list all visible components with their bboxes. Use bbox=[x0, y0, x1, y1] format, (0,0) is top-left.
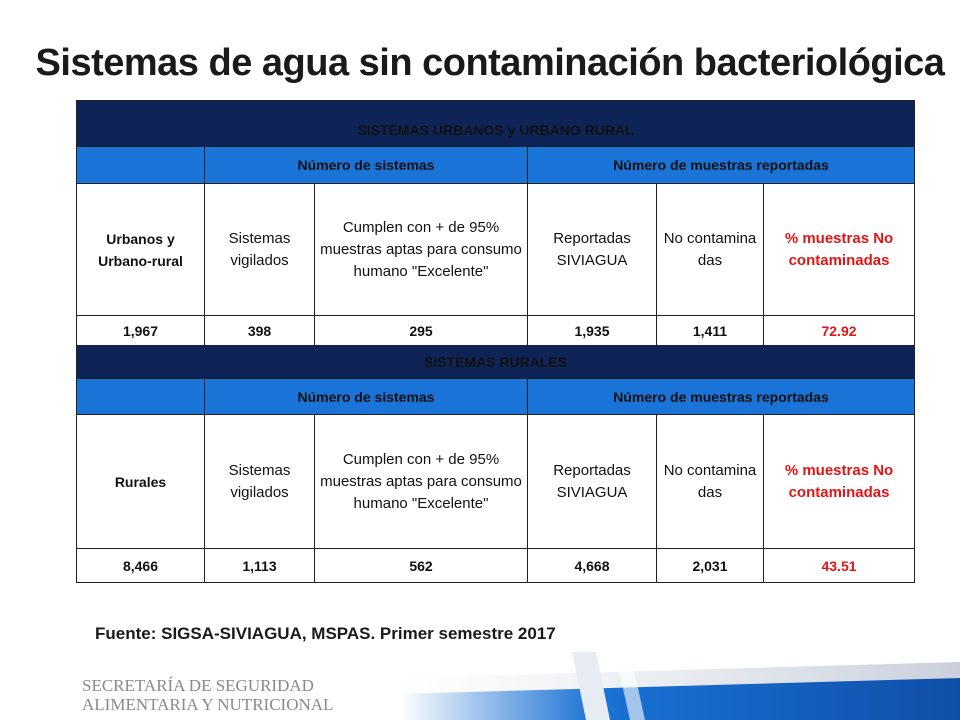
value-not-contaminated: 1,411 bbox=[656, 315, 764, 346]
subheader-systems: Número de sistemas bbox=[204, 378, 528, 415]
subheader-empty bbox=[76, 378, 205, 415]
subheader-empty bbox=[76, 146, 205, 184]
col-label-monitored: Sistemas vigilados bbox=[204, 414, 315, 549]
source-note: Fuente: SIGSA-SIVIAGUA, MSPAS. Primer se… bbox=[95, 624, 556, 643]
col-label-not-contaminated: No contamina das bbox=[656, 183, 764, 316]
col-label-reported: Reportadas SIVIAGUA bbox=[527, 414, 657, 549]
value-monitored: 398 bbox=[204, 315, 315, 346]
data-row: 8,466 1,113 562 4,668 2,031 43.51 bbox=[76, 548, 916, 583]
col-label-reported: Reportadas SIVIAGUA bbox=[527, 183, 657, 316]
column-labels-row: Rurales Sistemas vigilados Cumplen con +… bbox=[76, 414, 916, 549]
section-header: SISTEMAS RURALES bbox=[75, 345, 916, 379]
logo-line-1: SECRETARÍA DE SEGURIDAD bbox=[82, 676, 314, 695]
subheader-row: Número de sistemas Número de muestras re… bbox=[76, 146, 916, 184]
col-label-compliant: Cumplen con + de 95% muestras aptas para… bbox=[314, 183, 528, 316]
value-percent: 43.51 bbox=[762, 548, 916, 583]
value-compliant: 562 bbox=[314, 548, 528, 583]
col-label-percent: % muestras No contaminadas bbox=[762, 183, 916, 316]
section-header-row: SISTEMAS RURALES bbox=[75, 345, 916, 379]
section-header-row: SISTEMAS URBANOS y URBANO RURAL bbox=[75, 100, 916, 147]
col-label-not-contaminated: No contamina das bbox=[656, 414, 764, 549]
col-label-category: Rurales bbox=[76, 414, 205, 549]
value-monitored: 1,113 bbox=[204, 548, 315, 583]
value-total: 1,967 bbox=[76, 315, 205, 346]
water-systems-table: SISTEMAS URBANOS y URBANO RURAL Número d… bbox=[75, 100, 916, 583]
section-header: SISTEMAS URBANOS y URBANO RURAL bbox=[75, 100, 916, 147]
page-title: Sistemas de agua sin contaminación bacte… bbox=[35, 42, 945, 84]
value-total: 8,466 bbox=[76, 548, 205, 583]
col-label-category: Urbanos y Urbano-rural bbox=[76, 183, 205, 316]
subheader-row: Número de sistemas Número de muestras re… bbox=[76, 378, 916, 415]
value-percent: 72.92 bbox=[762, 315, 916, 346]
value-reported: 4,668 bbox=[527, 548, 657, 583]
subheader-samples: Número de muestras reportadas bbox=[526, 378, 916, 415]
logo-line-2: ALIMENTARIA Y NUTRICIONAL bbox=[82, 695, 334, 714]
value-not-contaminated: 2,031 bbox=[656, 548, 764, 583]
col-label-percent: % muestras No contaminadas bbox=[762, 414, 916, 549]
value-reported: 1,935 bbox=[527, 315, 657, 346]
sesan-logo: SECRETARÍA DE SEGURIDAD ALIMENTARIA Y NU… bbox=[82, 676, 333, 714]
value-compliant: 295 bbox=[314, 315, 528, 346]
decorative-wave-graphic bbox=[400, 652, 960, 720]
subheader-samples: Número de muestras reportadas bbox=[526, 146, 916, 184]
subheader-systems: Número de sistemas bbox=[204, 146, 528, 184]
col-label-monitored: Sistemas vigilados bbox=[204, 183, 315, 316]
column-labels-row: Urbanos y Urbano-rural Sistemas vigilado… bbox=[76, 183, 916, 316]
col-label-compliant: Cumplen con + de 95% muestras aptas para… bbox=[314, 414, 528, 549]
data-row: 1,967 398 295 1,935 1,411 72.92 bbox=[76, 315, 916, 346]
